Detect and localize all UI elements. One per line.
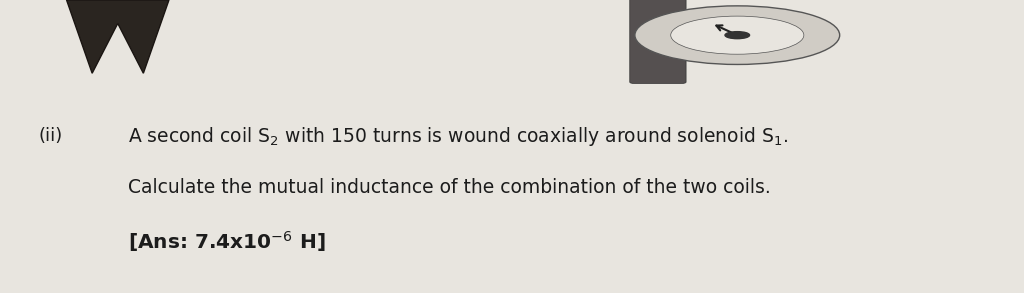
- Text: A second coil S$_2$ with 150 turns is wound coaxially around solenoid S$_1$.: A second coil S$_2$ with 150 turns is wo…: [128, 125, 788, 148]
- Text: (ii): (ii): [39, 127, 63, 145]
- Text: Calculate the mutual inductance of the combination of the two coils.: Calculate the mutual inductance of the c…: [128, 178, 771, 197]
- Circle shape: [671, 16, 804, 54]
- FancyBboxPatch shape: [630, 0, 686, 84]
- Circle shape: [635, 6, 840, 64]
- Text: [Ans: 7.4x10$^{-6}$ H]: [Ans: 7.4x10$^{-6}$ H]: [128, 229, 326, 254]
- Circle shape: [725, 32, 750, 39]
- Polygon shape: [67, 0, 169, 73]
